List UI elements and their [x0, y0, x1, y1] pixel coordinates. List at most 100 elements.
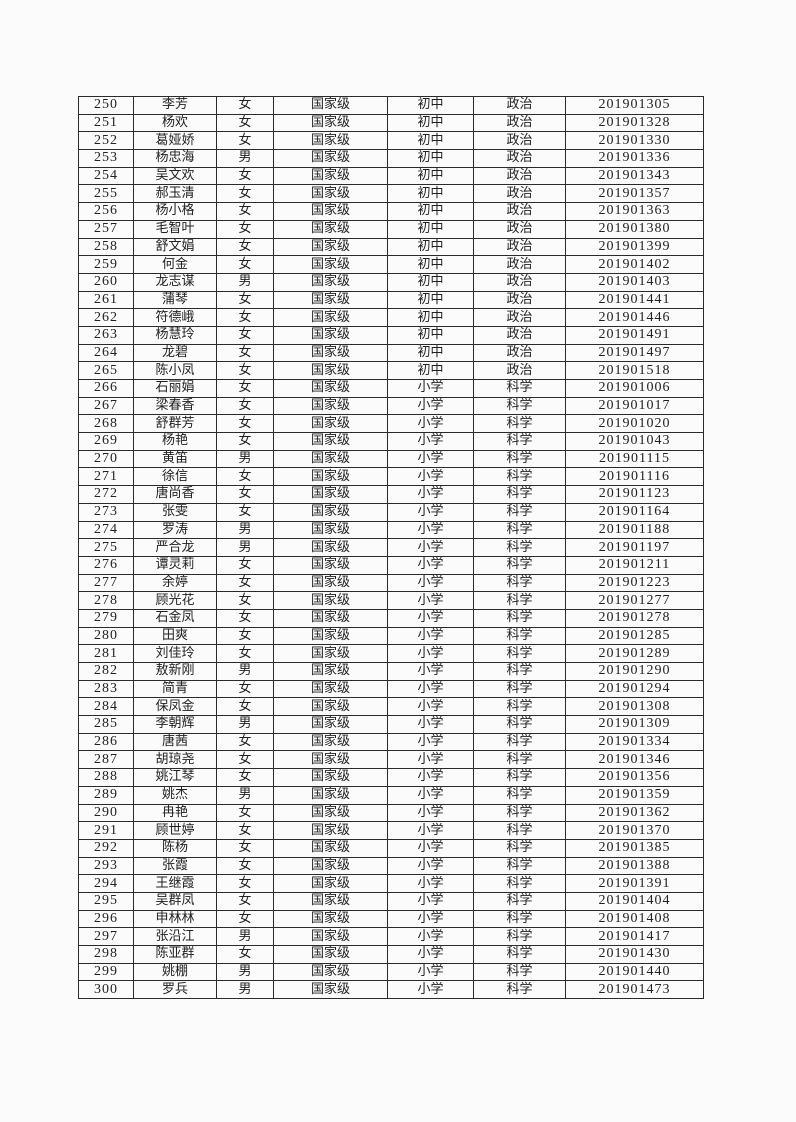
row-number-cell: 251 [78, 113, 134, 133]
level-cell: 国家级 [273, 715, 388, 734]
gender-cell: 男 [216, 662, 274, 681]
subject-cell: 科学 [473, 803, 566, 823]
subject-cell: 科学 [473, 980, 566, 1000]
table-row: 289 姚杰男国家级 小学 科学 201901359 [78, 785, 704, 805]
table-row: 275 严合龙男国家级 小学 科学 201901197 [78, 538, 704, 557]
school-stage-cell: 小学 [387, 485, 474, 504]
row-number-cell: 260 [78, 272, 134, 292]
id-number-cell: 201901330 [565, 131, 704, 151]
table-row: 251 杨欢女国家级 初中 政治 201901328 [78, 113, 704, 133]
table-row: 288 姚江琴女国家级 小学 科学 201901356 [78, 768, 704, 787]
id-number-cell: 201901497 [565, 343, 704, 363]
id-number-cell: 201901223 [565, 573, 704, 593]
subject-cell: 科学 [473, 891, 566, 911]
level-cell: 国家级 [273, 113, 388, 133]
gender-cell: 女 [216, 502, 274, 522]
row-number-cell: 269 [78, 432, 134, 451]
table-row: 257 毛智叶女国家级 初中 政治 201901380 [78, 219, 704, 239]
table-row: 290 冉艳女国家级 小学 科学 201901362 [78, 803, 704, 823]
level-cell: 国家级 [273, 396, 388, 416]
name-cell: 姚江琴 [133, 768, 217, 787]
row-number-cell: 280 [78, 626, 134, 646]
school-stage-cell: 小学 [387, 927, 474, 946]
table-row: 280 田爽女国家级 小学 科学 201901285 [78, 626, 704, 646]
id-number-cell: 201901334 [565, 732, 704, 752]
level-cell: 国家级 [273, 573, 388, 593]
table-row: 281 刘佳玲女国家级 小学 科学 201901289 [78, 644, 704, 663]
row-number-cell: 296 [78, 909, 134, 929]
row-number-cell: 256 [78, 202, 134, 221]
id-number-cell: 201901430 [565, 945, 704, 964]
school-stage-cell: 小学 [387, 856, 474, 876]
id-number-cell: 201901403 [565, 272, 704, 292]
level-cell: 国家级 [273, 555, 388, 575]
name-cell: 陈亚群 [133, 945, 217, 964]
name-cell: 梁春香 [133, 396, 217, 416]
subject-cell: 科学 [473, 432, 566, 451]
id-number-cell: 201901491 [565, 325, 704, 345]
id-number-cell: 201901278 [565, 608, 704, 628]
row-number-cell: 298 [78, 945, 134, 964]
subject-cell: 科学 [473, 838, 566, 858]
level-cell: 国家级 [273, 697, 388, 717]
level-cell: 国家级 [273, 361, 388, 380]
name-cell: 舒文娟 [133, 237, 217, 257]
row-number-cell: 288 [78, 768, 134, 787]
gender-cell: 男 [216, 927, 274, 946]
id-number-cell: 201901399 [565, 237, 704, 257]
level-cell: 国家级 [273, 927, 388, 946]
id-number-cell: 201901290 [565, 662, 704, 681]
gender-cell: 女 [216, 396, 274, 416]
gender-cell: 女 [216, 679, 274, 699]
subject-cell: 科学 [473, 485, 566, 504]
table-row: 270 黄笛男国家级 小学 科学 201901115 [78, 449, 704, 469]
subject-cell: 政治 [473, 361, 566, 380]
school-stage-cell: 小学 [387, 750, 474, 770]
row-number-cell: 263 [78, 325, 134, 345]
table-row: 268 舒群芳女国家级 小学 科学 201901020 [78, 414, 704, 434]
name-cell: 陈小凤 [133, 361, 217, 380]
row-number-cell: 284 [78, 697, 134, 717]
school-stage-cell: 小学 [387, 803, 474, 823]
gender-cell: 女 [216, 219, 274, 239]
level-cell: 国家级 [273, 608, 388, 628]
name-cell: 罗涛 [133, 520, 217, 540]
name-cell: 唐尚香 [133, 485, 217, 504]
table-row: 274 罗涛男国家级 小学 科学 201901188 [78, 520, 704, 540]
subject-cell: 科学 [473, 467, 566, 487]
school-stage-cell: 小学 [387, 715, 474, 734]
subject-cell: 政治 [473, 290, 566, 310]
table-row: 271 徐信女国家级 小学 科学 201901116 [78, 467, 704, 487]
id-number-cell: 201901380 [565, 219, 704, 239]
gender-cell: 女 [216, 821, 274, 840]
id-number-cell: 201901309 [565, 715, 704, 734]
name-cell: 顾光花 [133, 591, 217, 610]
level-cell: 国家级 [273, 662, 388, 681]
gender-cell: 女 [216, 379, 274, 398]
id-number-cell: 201901441 [565, 290, 704, 310]
table-row: 261 蒲琴女国家级 初中 政治 201901441 [78, 290, 704, 310]
name-cell: 敖新刚 [133, 662, 217, 681]
id-number-cell: 201901006 [565, 379, 704, 398]
name-cell: 李芳 [133, 96, 217, 115]
id-number-cell: 201901346 [565, 750, 704, 770]
level-cell: 国家级 [273, 874, 388, 893]
row-number-cell: 299 [78, 962, 134, 982]
level-cell: 国家级 [273, 891, 388, 911]
name-cell: 吴群凤 [133, 891, 217, 911]
name-cell: 石金凤 [133, 608, 217, 628]
level-cell: 国家级 [273, 945, 388, 964]
gender-cell: 女 [216, 874, 274, 893]
table-row: 287 胡琼尧女国家级 小学 科学 201901346 [78, 750, 704, 770]
table-row: 299 姚棚男国家级 小学 科学 201901440 [78, 962, 704, 982]
school-stage-cell: 小学 [387, 874, 474, 893]
gender-cell: 女 [216, 838, 274, 858]
table-row: 254 吴文欢女国家级 初中 政治 201901343 [78, 166, 704, 186]
name-cell: 毛智叶 [133, 219, 217, 239]
school-stage-cell: 初中 [387, 343, 474, 363]
id-number-cell: 201901294 [565, 679, 704, 699]
table-row: 286 唐茜女国家级 小学 科学 201901334 [78, 732, 704, 752]
school-stage-cell: 小学 [387, 379, 474, 398]
row-number-cell: 285 [78, 715, 134, 734]
row-number-cell: 259 [78, 255, 134, 274]
